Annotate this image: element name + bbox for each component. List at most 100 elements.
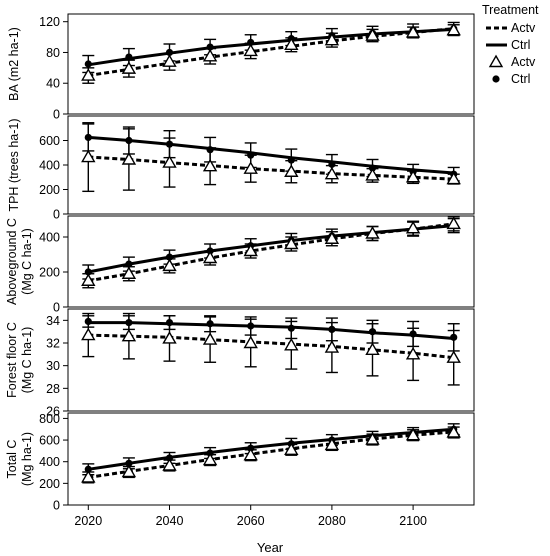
data-point-actv (202, 452, 218, 466)
legend-label: Ctrl (511, 38, 530, 52)
data-point-actv (243, 161, 258, 174)
y-tick-label: 40 (46, 77, 60, 91)
y-axis-title-line: TPH (trees ha-1) (7, 118, 21, 211)
series-line-ctrl (88, 427, 454, 471)
y-tick-label: 30 (46, 359, 60, 373)
x-tick-label: 2040 (156, 514, 184, 528)
data-point-actv (365, 226, 380, 239)
data-point-actv (162, 54, 177, 67)
data-point-actv (243, 447, 258, 461)
series-actv (81, 425, 461, 484)
y-tick-label: 120 (39, 15, 60, 29)
data-point-actv (162, 458, 177, 471)
data-point-actv (365, 28, 380, 41)
y-axis-title: TPH (trees ha-1) (7, 118, 21, 211)
data-point-actv (121, 464, 137, 478)
panel-1: 0 200 400 600 TPH (trees ha-1) (7, 115, 475, 222)
y-tick-label: 200 (39, 183, 60, 197)
y-axis-title-line: Aboveground C (5, 218, 19, 305)
y-axis-title: Total C(Mg ha-1) (5, 432, 34, 486)
data-point-ctrl (125, 53, 133, 61)
data-point-actv (121, 152, 137, 165)
y-axis-title: Forest floor C(Mg C ha-1) (5, 322, 34, 398)
series-line-actv (88, 155, 454, 181)
legend-label: Actv (511, 55, 536, 69)
series-actv (81, 216, 461, 289)
data-point-actv (202, 48, 218, 62)
data-point-actv (405, 346, 421, 360)
y-axis-title-line: Total C (5, 440, 19, 479)
data-point-actv (81, 327, 96, 341)
data-point-actv (324, 437, 340, 451)
data-point-ctrl (125, 260, 133, 268)
y-axis-title-line: (Mg C ha-1) (20, 327, 34, 394)
series-line-actv (88, 430, 454, 479)
y-tick-label: 26 (46, 405, 60, 419)
data-point-actv (202, 250, 218, 264)
data-point-actv (121, 328, 137, 342)
legend-title: Treatment (482, 3, 539, 17)
data-point-ctrl (125, 459, 133, 467)
data-point-actv (446, 216, 461, 230)
y-axis-title-line: Forest floor C (5, 322, 19, 398)
data-point-actv (81, 68, 96, 81)
panel-2: 0 200 400 Aboveground C(Mg C ha-1) (5, 215, 475, 315)
panel-4: 0 200 400 600 800 Total C(Mg ha-1) (5, 412, 475, 513)
data-point-actv (284, 337, 299, 351)
data-point-actv (324, 166, 340, 180)
panel-frame (67, 13, 475, 115)
data-point-actv (162, 155, 177, 168)
data-point-actv (324, 32, 340, 46)
y-tick-label: 32 (46, 337, 60, 351)
data-point-actv (284, 236, 299, 250)
x-tick-label: 2100 (399, 514, 427, 528)
data-point-actv (405, 169, 421, 183)
data-point-ctrl (247, 38, 255, 47)
legend: Treatment Actv Ctrl Actv Ctrl (482, 3, 539, 86)
data-point-actv (243, 243, 258, 257)
data-point-actv (324, 340, 340, 353)
data-point-actv (365, 432, 380, 445)
data-point-actv (202, 158, 218, 172)
series-actv (81, 122, 461, 193)
panel-3: 26 28 30 32 34 Forest floor C(Mg C ha-1) (5, 308, 475, 419)
chart-panels: 0 40 80 120 BA (m2 ha-1) 0 200 400 600 TPH (trees… (5, 13, 475, 513)
data-point-actv (324, 231, 340, 244)
data-point-actv (446, 171, 461, 185)
y-tick-label: 0 (53, 208, 60, 222)
y-tick-label: 0 (53, 301, 60, 315)
x-tick-label: 2060 (237, 514, 265, 528)
data-point-actv (365, 168, 380, 181)
data-point-actv (202, 332, 218, 345)
y-axis-title: BA (m2 ha-1) (7, 27, 21, 101)
data-point-actv (284, 37, 299, 50)
data-point-actv (446, 350, 461, 363)
data-point-actv (121, 61, 137, 74)
series-actv (81, 22, 461, 84)
data-point-actv (405, 25, 421, 38)
y-axis-title-line: BA (m2 ha-1) (7, 27, 21, 101)
series-ctrl (82, 423, 460, 476)
series-ctrl (82, 123, 460, 182)
panel-frame (67, 412, 475, 506)
series-line-actv (88, 333, 454, 360)
data-point-actv (81, 149, 96, 163)
series-ctrl (82, 21, 460, 74)
data-point-ctrl (165, 48, 174, 57)
x-axis-title: Year (257, 540, 284, 555)
data-point-actv (446, 22, 461, 36)
y-tick-label: 0 (53, 108, 60, 122)
data-point-actv (243, 335, 258, 349)
y-tick-label: 400 (39, 231, 60, 245)
series-ctrl (82, 315, 460, 352)
data-point-actv (121, 266, 137, 279)
series-line-actv (88, 27, 454, 77)
legend-swatch-circle (492, 75, 500, 83)
data-point-ctrl (84, 465, 92, 473)
y-tick-label: 34 (46, 314, 60, 328)
y-tick-label: 200 (39, 477, 60, 491)
y-tick-label: 80 (46, 46, 60, 60)
y-tick-label: 200 (39, 266, 60, 280)
legend-swatch-triangle (488, 54, 504, 68)
